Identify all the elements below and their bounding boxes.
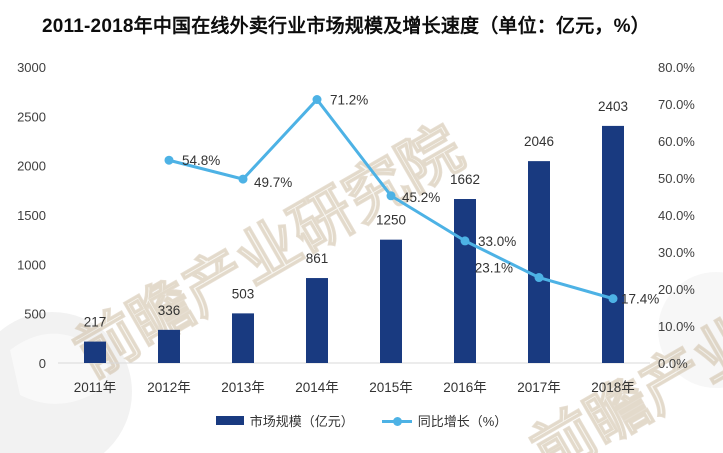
bar-value-2011年: 217 (84, 315, 107, 330)
right-axis-tick-50.0%: 50.0% (658, 171, 695, 186)
right-axis-tick-20.0%: 20.0% (658, 282, 695, 297)
legend-item-market-size: 市场规模（亿元） (215, 411, 354, 430)
x-tick-2012年: 2012年 (147, 380, 191, 395)
growth-label-2018年: 17.4% (621, 292, 659, 307)
growth-point-2012年 (164, 155, 174, 165)
x-tick-2011年: 2011年 (74, 380, 117, 395)
bar-series-swatch (215, 416, 244, 425)
legend-item-growth: 同比增长（%） (381, 411, 508, 430)
bar-value-2015年: 1250 (376, 213, 406, 228)
growth-label-2015年: 45.2% (402, 190, 440, 205)
x-tick-2017年: 2017年 (517, 380, 561, 395)
left-axis-tick-2500: 2500 (17, 109, 46, 124)
bar-value-2018年: 2403 (598, 99, 628, 114)
growth-label-2017年: 23.1% (475, 261, 513, 276)
chart-title: 2011-2018年中国在线外卖行业市场规模及增长速度（单位：亿元，%） (42, 16, 650, 37)
right-axis-tick-40.0%: 40.0% (658, 208, 695, 223)
left-axis-tick-500: 500 (24, 307, 46, 322)
legend-label-market-size: 市场规模（亿元） (249, 414, 354, 429)
bar-2012年 (158, 329, 180, 363)
growth-point-2014年 (312, 95, 322, 105)
growth-label-2012年: 54.8% (182, 153, 220, 168)
left-axis-tick-1000: 1000 (17, 257, 46, 272)
growth-point-2013年 (238, 174, 248, 184)
chart-legend: 市场规模（亿元） 同比增长（%） (0, 411, 723, 430)
right-axis-tick-70.0%: 70.0% (658, 97, 695, 112)
growth-point-2017年 (534, 273, 544, 283)
right-axis-tick-30.0%: 30.0% (658, 245, 695, 260)
legend-label-growth: 同比增长（%） (417, 414, 508, 429)
bar-value-2014年: 861 (306, 251, 329, 266)
bar-2018年 (602, 125, 624, 364)
growth-label-2016年: 33.0% (478, 234, 516, 249)
line-series-swatch (381, 416, 412, 426)
x-tick-2018年: 2018年 (591, 380, 635, 395)
bar-value-2013年: 503 (232, 286, 255, 301)
growth-label-2013年: 49.7% (254, 175, 292, 190)
x-tick-2014年: 2014年 (295, 380, 339, 395)
bar-2017年 (528, 161, 550, 363)
right-axis-tick-80.0%: 80.0% (658, 60, 695, 75)
growth-point-2016年 (460, 236, 470, 246)
bar-2014年 (306, 278, 328, 363)
x-tick-2016年: 2016年 (443, 380, 487, 395)
x-tick-2013年: 2013年 (221, 380, 265, 395)
right-axis-tick-0.0%: 0.0% (658, 356, 688, 371)
bar-2015年 (380, 239, 402, 363)
bar-value-2016年: 1662 (450, 172, 480, 187)
bar-value-2017年: 2046 (524, 134, 554, 149)
growth-point-2018年 (608, 294, 618, 304)
left-axis-tick-3000: 3000 (17, 60, 46, 75)
left-axis-tick-2000: 2000 (17, 159, 46, 174)
bar-value-2012年: 336 (158, 303, 181, 318)
right-axis-tick-60.0%: 60.0% (658, 134, 695, 149)
growth-label-2014年: 71.2% (330, 93, 368, 108)
bar-2013年 (232, 313, 254, 363)
bar-2011年 (84, 341, 106, 363)
left-axis-tick-1500: 1500 (17, 208, 46, 223)
bar-2016年 (454, 199, 476, 363)
left-axis-tick-0: 0 (39, 356, 46, 371)
growth-point-2015年 (386, 191, 396, 201)
right-axis-tick-10.0%: 10.0% (658, 319, 695, 334)
x-tick-2015年: 2015年 (369, 380, 413, 395)
